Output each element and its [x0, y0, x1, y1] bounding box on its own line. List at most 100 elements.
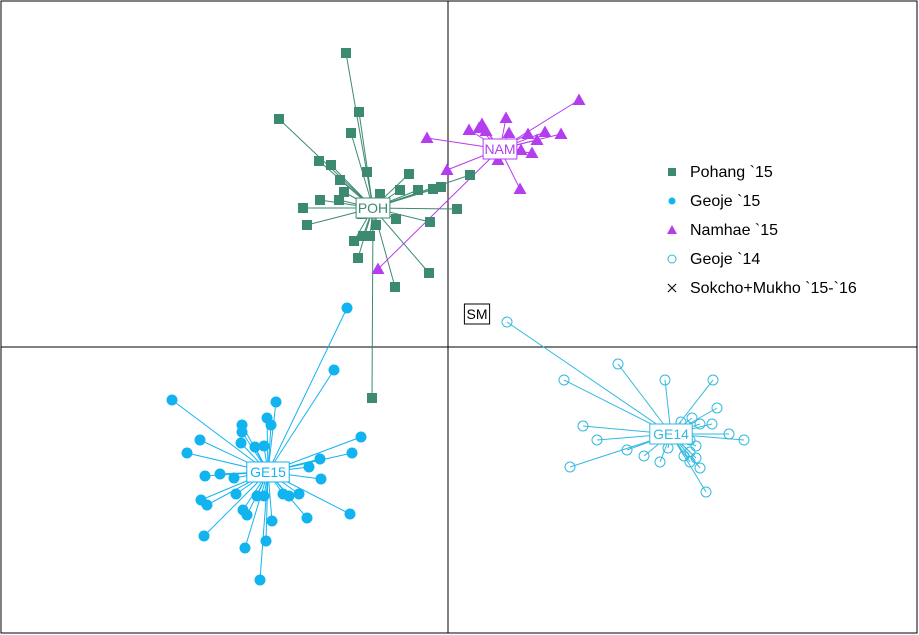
- centroid-label-box: [463, 303, 491, 325]
- centroid-label-text: GE15: [250, 464, 286, 480]
- data-point-ge14: [659, 374, 671, 386]
- data-point-nam: [538, 125, 552, 137]
- data-point-nam: [472, 121, 486, 133]
- spoke-ge15: [171, 399, 269, 473]
- data-point-ge15: [344, 508, 356, 520]
- data-point-poh: [425, 217, 435, 227]
- data-point-nam: [554, 127, 568, 139]
- legend-label: Geoje `15: [690, 193, 760, 210]
- legend-label: Namhae `15: [690, 222, 778, 239]
- data-point-ge15: [314, 453, 326, 465]
- data-point-ge15: [355, 431, 367, 443]
- data-point-poh: [302, 220, 312, 230]
- data-point-ge14: [501, 316, 513, 328]
- data-point-poh: [436, 182, 446, 192]
- legend-item-ge15: Geoje `15: [668, 193, 760, 210]
- data-point-ge15: [328, 364, 340, 376]
- centroid-label-ge15: GE15: [246, 461, 290, 483]
- data-point-nam: [502, 126, 516, 138]
- data-point-ge15: [214, 468, 226, 480]
- data-point-ge14: [638, 450, 650, 462]
- centroid-label-text: NAM: [484, 141, 515, 157]
- data-point-poh: [452, 204, 462, 214]
- data-point-poh: [349, 236, 359, 246]
- data-point-ge15: [228, 472, 240, 484]
- centroid-label-text: GE14: [653, 426, 689, 442]
- spoke-ge15: [244, 471, 269, 549]
- data-point-ge15: [199, 470, 211, 482]
- legend-label: Pohang `15: [690, 164, 773, 181]
- data-point-poh: [354, 107, 364, 117]
- data-point-nam: [521, 127, 535, 139]
- data-point-ge15: [181, 447, 193, 459]
- data-point-nam: [479, 124, 493, 136]
- spoke-ge15: [267, 401, 277, 473]
- data-point-ge15: [235, 437, 247, 449]
- centroid-label-text: POH: [358, 200, 388, 216]
- spoke-nam: [377, 148, 501, 270]
- data-point-ge15: [194, 434, 206, 446]
- legend-marker: [667, 225, 677, 234]
- spoke-ge15: [265, 471, 269, 542]
- data-point-ge15: [198, 530, 210, 542]
- data-point-poh: [274, 114, 284, 124]
- legend-marker: [667, 254, 677, 264]
- data-point-poh: [358, 231, 368, 241]
- data-point-ge14: [694, 462, 706, 474]
- data-point-ge14: [711, 402, 723, 414]
- data-point-nam: [440, 163, 454, 175]
- data-point-ge15: [303, 461, 315, 473]
- data-point-poh: [346, 128, 356, 138]
- data-point-poh: [371, 220, 381, 230]
- data-point-nam: [371, 262, 385, 274]
- data-point-ge14: [684, 456, 696, 468]
- data-point-ge14: [690, 452, 702, 464]
- data-point-ge15: [201, 499, 213, 511]
- data-point-ge15: [249, 441, 261, 453]
- data-point-ge14: [690, 440, 702, 452]
- data-point-ge15: [283, 490, 295, 502]
- data-point-ge14: [621, 444, 633, 456]
- data-point-ge15: [260, 535, 272, 547]
- data-point-ge14: [694, 418, 706, 430]
- legend-marker: [668, 197, 676, 205]
- centroid-label-ge14: GE14: [649, 423, 693, 445]
- legend: Pohang `15 Geoje `15 Namhae `15 Geoje `14 So…: [667, 164, 857, 297]
- data-point-poh: [404, 169, 414, 179]
- data-point-ge15: [230, 488, 242, 500]
- data-point-poh: [391, 214, 401, 224]
- data-point-nam: [513, 182, 527, 194]
- spoke-ge15: [267, 369, 335, 473]
- centroid-label-box: [649, 423, 693, 445]
- data-point-ge14: [612, 358, 624, 370]
- data-point-poh: [298, 203, 308, 213]
- data-point-ge14: [678, 450, 690, 462]
- data-point-ge15: [241, 509, 253, 521]
- data-point-poh: [353, 253, 363, 263]
- data-point-poh: [314, 156, 324, 166]
- data-point-poh: [315, 195, 325, 205]
- data-point-ge15: [315, 473, 327, 485]
- data-point-ge15: [258, 440, 270, 452]
- data-point-ge15: [341, 302, 353, 314]
- data-point-ge15: [166, 394, 178, 406]
- centroid-label-box: [246, 461, 290, 483]
- centroid-label-box: [482, 138, 518, 160]
- data-point-ge15: [266, 515, 278, 527]
- spoke-ge14: [506, 321, 672, 435]
- centroid-label-nam: NAM: [482, 138, 518, 160]
- data-point-ge14: [558, 374, 570, 386]
- data-point-poh: [367, 393, 377, 403]
- data-point-ge14: [706, 418, 718, 430]
- data-point-poh: [362, 167, 372, 177]
- data-point-ge14: [700, 486, 712, 498]
- centroid-label-box: [355, 197, 391, 219]
- legend-marker: [668, 168, 676, 176]
- data-point-ge14: [654, 456, 666, 468]
- spoke-ge15: [203, 471, 269, 537]
- legend-marker: [667, 283, 677, 293]
- data-point-poh: [326, 160, 336, 170]
- data-point-nam: [462, 123, 476, 135]
